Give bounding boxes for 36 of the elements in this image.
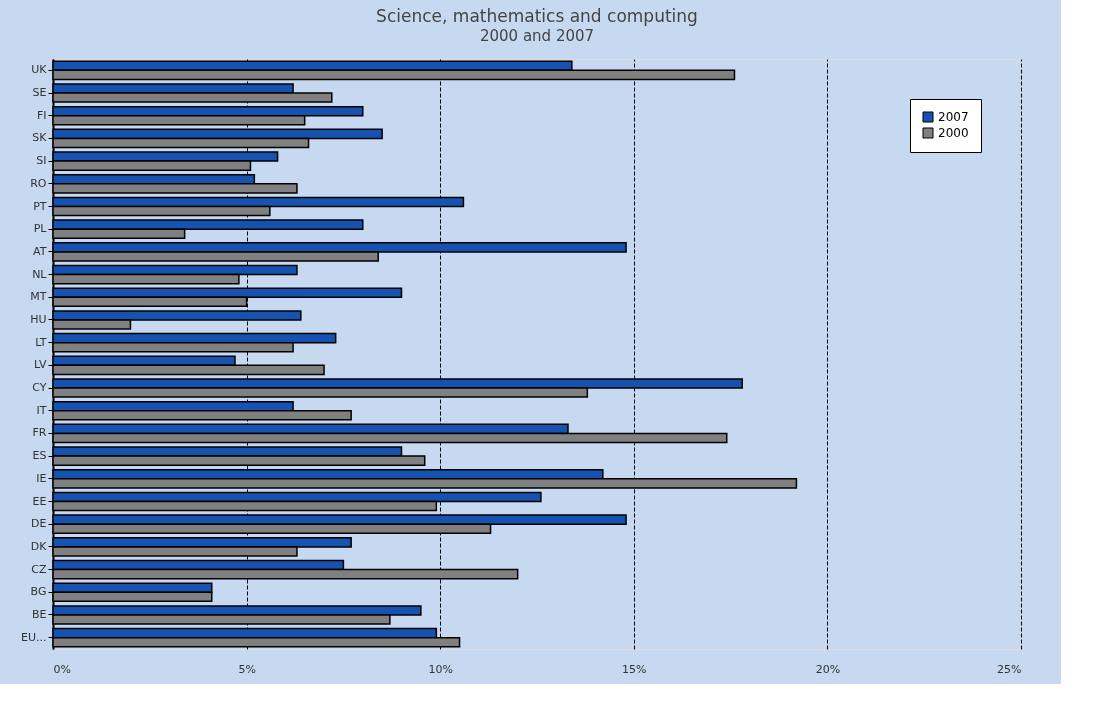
y-tick-label: DE (31, 517, 47, 531)
y-tick-label: ES (32, 449, 47, 463)
y-tick-label: IT (36, 403, 47, 417)
y-tick-label: DK (30, 539, 48, 553)
y-tick-label: UK (31, 63, 48, 77)
y-tick-label: MT (30, 290, 47, 304)
y-tick-label: NL (32, 267, 48, 281)
x-tick-label: 10% (428, 662, 453, 676)
legend-label: 2007 (938, 110, 969, 124)
y-tick-label: SE (32, 86, 47, 100)
y-tick-label: HU (30, 312, 47, 326)
y-tick-label: AT (33, 244, 47, 258)
text: 2000 and 2007 (479, 27, 595, 45)
y-tick-label: EE (32, 494, 47, 508)
y-tick-label: SI (36, 154, 47, 168)
x-tick-label: 5% (238, 662, 256, 676)
chart-title: Science, mathematics and computing (376, 6, 698, 26)
y-tick-label: CZ (31, 562, 47, 576)
x-tick-label: 25% (997, 662, 1022, 676)
x-tick-label: 20% (815, 662, 841, 676)
y-tick-label: SK (32, 131, 48, 145)
y-tick-label: CY (32, 381, 47, 395)
y-tick-label: BE (32, 607, 47, 621)
y-tick-label: LV (34, 358, 47, 372)
legend-label: 2000 (938, 126, 969, 140)
y-tick-label: PL (33, 222, 48, 236)
y-tick-label: PT (33, 199, 47, 213)
y-tick-label: EU... (21, 630, 47, 644)
y-tick-label: LT (35, 335, 47, 349)
y-tick-label: IE (36, 471, 47, 485)
x-tick-label: 0% (53, 662, 71, 676)
x-tick-label: 15% (622, 662, 647, 676)
y-tick-label: BG (30, 585, 47, 599)
y-tick-label: FI (36, 108, 47, 122)
y-tick-label: FR (32, 426, 47, 440)
y-tick-label: RO (30, 176, 47, 190)
